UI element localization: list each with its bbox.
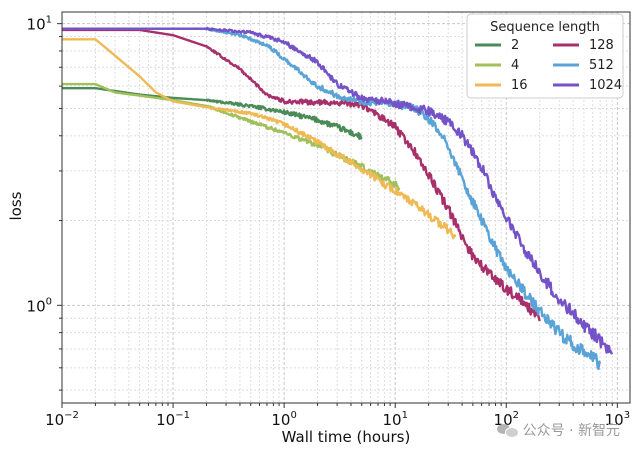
series-line-16 [61, 38, 457, 240]
series-line-1024 [61, 26, 614, 355]
y-axis-label: loss [7, 191, 25, 220]
series-layer [61, 26, 614, 370]
series-line-128 [61, 28, 541, 322]
x-axis-label: Wall time (hours) [282, 428, 411, 446]
legend-label-512: 512 [589, 58, 614, 73]
legend-label-1024: 1024 [589, 78, 622, 93]
y-tick-label: 100 [27, 296, 52, 315]
x-tick-label: 103 [605, 410, 630, 429]
legend-label-128: 128 [589, 38, 614, 53]
wechat-icon [496, 422, 519, 438]
legend-label-16: 16 [511, 78, 528, 93]
x-tick-label: 100 [271, 410, 296, 429]
x-tick-label: 10−1 [156, 410, 190, 429]
legend-label-4: 4 [511, 58, 519, 73]
axes-frame [61, 11, 631, 404]
y-tick-label: 101 [27, 15, 52, 34]
legend-box [466, 13, 624, 99]
x-tick-label: 10−2 [45, 410, 79, 429]
watermark-text: 公众号 · 新智元 [522, 423, 620, 439]
series-line-2 [61, 87, 363, 140]
watermark: 公众号 · 新智元 [496, 420, 620, 440]
legend: Sequence length 2 4 16 128 512 1024 [466, 13, 624, 99]
x-tick-label: 101 [382, 410, 407, 429]
legend-label-2: 2 [511, 38, 519, 53]
legend-title: Sequence length [490, 20, 600, 35]
